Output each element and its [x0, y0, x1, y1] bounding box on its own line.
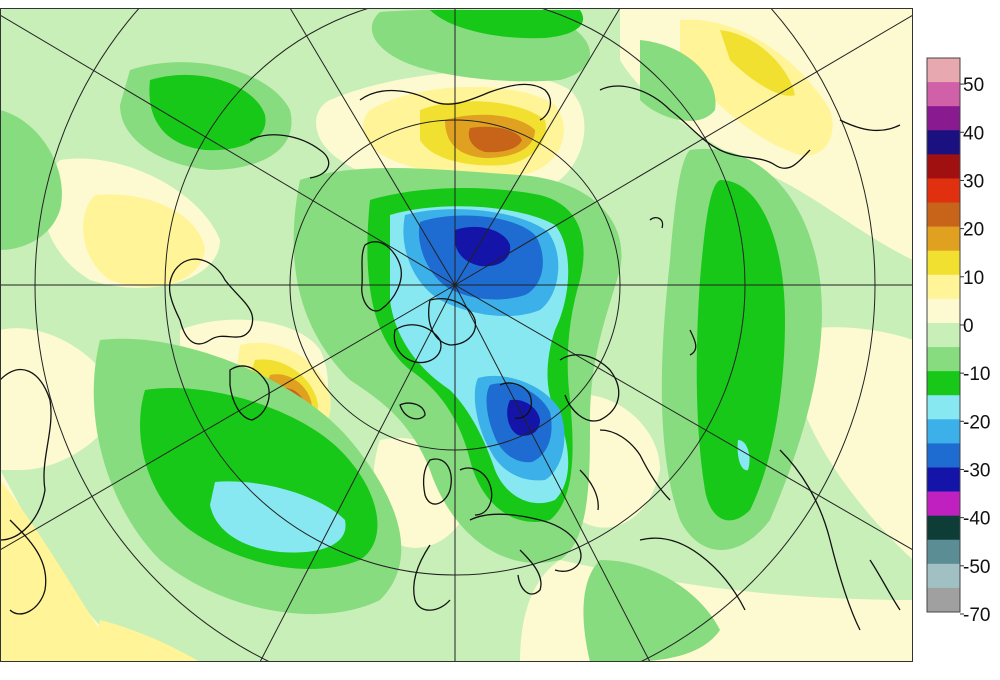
map-frame: [0, 8, 913, 662]
colorbar-swatch: [927, 274, 960, 300]
map-panel: [0, 8, 913, 662]
colorbar-swatch: [927, 106, 960, 131]
colorbar-tick-label: -70: [963, 605, 990, 626]
colorbar-swatch: [927, 154, 960, 179]
colorbar-swatch: [927, 443, 960, 468]
colorbar-swatch: [927, 82, 960, 107]
colorbar-swatch: [927, 539, 960, 565]
colorbar-swatch: [927, 515, 960, 541]
colorbar-tick-label: -20: [963, 412, 990, 433]
colorbar-frame: [926, 57, 961, 613]
colorbar-tick-label: 50: [963, 75, 984, 96]
colorbar-tick-label: 40: [963, 123, 984, 144]
colorbar: 50 40 30 20 10 0 -10 -20 -30 -40 -50 -70: [926, 57, 990, 626]
colorbar-swatch: [927, 491, 960, 516]
colorbar-tick-label: -30: [963, 460, 990, 481]
graticule: [0, 8, 913, 662]
colorbar-swatch: [927, 202, 960, 227]
colorbar-tick-label: 20: [963, 220, 984, 241]
colorbar-swatch: [927, 250, 960, 276]
colorbar-swatch: [927, 563, 960, 589]
colorbar-swatch: [927, 467, 960, 492]
colorbar-tick-label: -40: [963, 509, 990, 530]
colorbar-swatch: [927, 130, 960, 155]
colorbar-swatch: [927, 371, 960, 396]
colorbar-swatch: [927, 178, 960, 203]
coastlines: [0, 83, 901, 631]
colorbar-swatch: [927, 587, 960, 613]
colorbar-swatch: [927, 226, 960, 251]
colorbar-tick-label: -10: [963, 364, 990, 385]
colorbar-swatch: [927, 298, 960, 324]
colorbar-tick-label: -50: [963, 557, 990, 578]
colorbar-tick-label: 10: [963, 268, 984, 289]
colorbar-tick-label: 0: [963, 316, 974, 337]
colorbar-swatch: [927, 419, 960, 444]
colorbar-swatch: [927, 58, 960, 83]
colorbar-swatch: [927, 347, 960, 372]
colorbar-swatch: [927, 395, 960, 420]
colorbar-tick-label: 30: [963, 171, 984, 192]
colorbar-swatch: [927, 322, 960, 348]
